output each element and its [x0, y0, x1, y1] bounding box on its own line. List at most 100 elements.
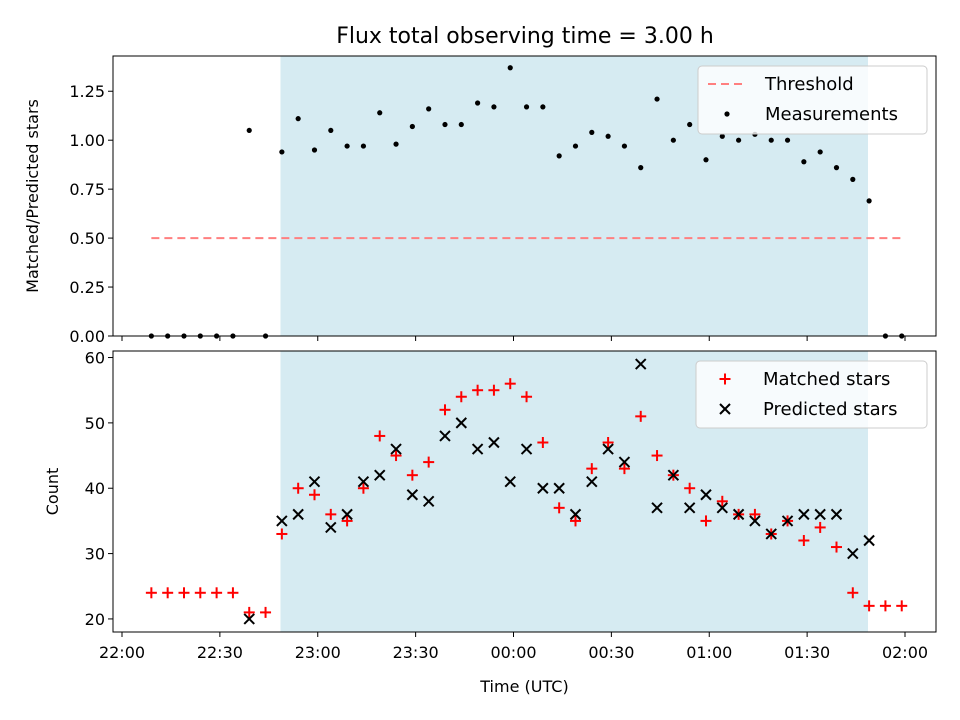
- predicted-star-point: [569, 508, 582, 521]
- marker-stroke: [667, 469, 680, 481]
- measurement-point: [556, 153, 562, 159]
- marker-stroke: [716, 502, 729, 514]
- measurement-point: [344, 143, 350, 149]
- measurement-point: [589, 129, 595, 135]
- matched-star-point: [537, 436, 549, 448]
- predicted-star-point: [488, 436, 500, 449]
- marker-stroke: [700, 489, 712, 501]
- marker-stroke: [553, 482, 565, 494]
- marker-stroke: [308, 475, 321, 488]
- count-legend: Matched stars Predicted stars: [695, 360, 928, 429]
- count-panel: 20 30 40 50 60 22:00 22:30 23:00 23:30 00:00 00:3…: [43, 349, 937, 696]
- measurement-point: [621, 143, 628, 149]
- measurement-point: [328, 127, 334, 134]
- measurement-point: [833, 165, 840, 171]
- ratio-y-axis: 0.00 0.25 0.50 0.75 1.00 1.25: [69, 82, 113, 346]
- measurement-point: [442, 121, 448, 128]
- predicted-stars-points: [243, 358, 875, 625]
- legend-cross-marker: [719, 403, 731, 415]
- matched-star-point: [684, 482, 696, 494]
- legend-predicted-swatch: [719, 403, 731, 415]
- predicted-star-point: [537, 482, 549, 494]
- y-tick-label: 20: [85, 610, 105, 629]
- measurement-point: [393, 141, 399, 147]
- matched-star-point: [162, 587, 174, 599]
- predicted-star-point: [374, 469, 386, 481]
- marker-stroke: [765, 528, 777, 540]
- measurement-point: [654, 96, 660, 102]
- marker-stroke: [814, 508, 826, 521]
- y-tick-label: 50: [85, 414, 105, 433]
- measurement-point: [768, 137, 774, 143]
- matched-star-point: [879, 600, 891, 612]
- ratio-legend-box: [697, 65, 928, 135]
- marker-stroke: [798, 508, 810, 521]
- count-axes-frame: [112, 350, 937, 633]
- ratio-x-ticks: [121, 336, 906, 341]
- y-tick-label: 1.25: [69, 82, 105, 101]
- matched-star-point: [276, 528, 288, 540]
- marker-stroke: [569, 508, 582, 521]
- y-tick-label: 40: [85, 479, 105, 498]
- ratio-panel: 0.00 0.25 0.50 0.75 1.00 1.25 Matched/Predict…: [23, 55, 937, 346]
- marker-stroke: [406, 489, 419, 501]
- matched-star-point: [814, 521, 826, 533]
- measurement-point: [409, 123, 415, 130]
- matched-star-point: [586, 463, 598, 475]
- y-tick-label: 0.75: [69, 180, 105, 199]
- matched-star-point: [863, 600, 875, 612]
- marker-stroke: [847, 547, 859, 560]
- measurement-point: [719, 133, 725, 139]
- matched-star-point: [602, 436, 614, 448]
- marker-stroke: [455, 417, 468, 429]
- predicted-star-point: [781, 515, 794, 527]
- measurement-point: [491, 104, 497, 110]
- x-tick-label: 00:00: [490, 643, 536, 662]
- x-tick-label: 22:00: [99, 643, 145, 662]
- x-tick-label: 22:30: [197, 643, 243, 662]
- marker-stroke: [439, 430, 451, 442]
- matched-star-point: [423, 456, 435, 468]
- matched-star-point: [243, 606, 255, 618]
- matched-star-point: [194, 587, 206, 599]
- predicted-star-point: [341, 508, 353, 521]
- marker-stroke: [618, 456, 631, 468]
- marker-stroke: [357, 475, 370, 488]
- marker-stroke: [276, 515, 288, 527]
- marker-stroke: [537, 482, 549, 494]
- predicted-star-point: [667, 469, 680, 481]
- marker-stroke: [749, 515, 761, 527]
- measurement-point: [279, 149, 285, 155]
- measurement-point: [736, 137, 742, 143]
- ratio-y-label: Matched/Predicted stars: [23, 99, 42, 293]
- ratio-axes-frame: [112, 55, 937, 337]
- marker-stroke: [341, 508, 353, 521]
- marker-stroke: [781, 515, 794, 527]
- predicted-star-point: [292, 508, 304, 521]
- legend-matched-label: Matched stars: [763, 369, 890, 390]
- measurement-point: [295, 116, 301, 122]
- measurement-point: [687, 121, 693, 128]
- predicted-star-point: [749, 515, 761, 527]
- predicted-star-point: [765, 528, 777, 540]
- measurement-point: [540, 104, 546, 110]
- matched-star-point: [716, 495, 728, 507]
- measurement-point: [670, 137, 676, 143]
- y-tick-label: 0.25: [69, 278, 105, 297]
- measurement-point: [507, 65, 513, 71]
- predicted-star-point: [700, 489, 712, 501]
- measurement-point: [817, 149, 823, 155]
- matched-star-point: [406, 469, 418, 481]
- predicted-star-point: [276, 515, 288, 527]
- matched-star-point: [390, 450, 402, 462]
- predicted-star-point: [635, 358, 647, 370]
- y-tick-label: 0.50: [69, 229, 105, 248]
- marker-stroke: [374, 469, 386, 481]
- marker-stroke: [520, 443, 533, 455]
- marker-stroke: [719, 403, 731, 415]
- marker-stroke: [292, 508, 304, 521]
- marker-stroke: [586, 475, 598, 488]
- matched-star-point: [553, 502, 565, 514]
- marker-stroke: [863, 534, 875, 547]
- marker-stroke: [683, 502, 696, 514]
